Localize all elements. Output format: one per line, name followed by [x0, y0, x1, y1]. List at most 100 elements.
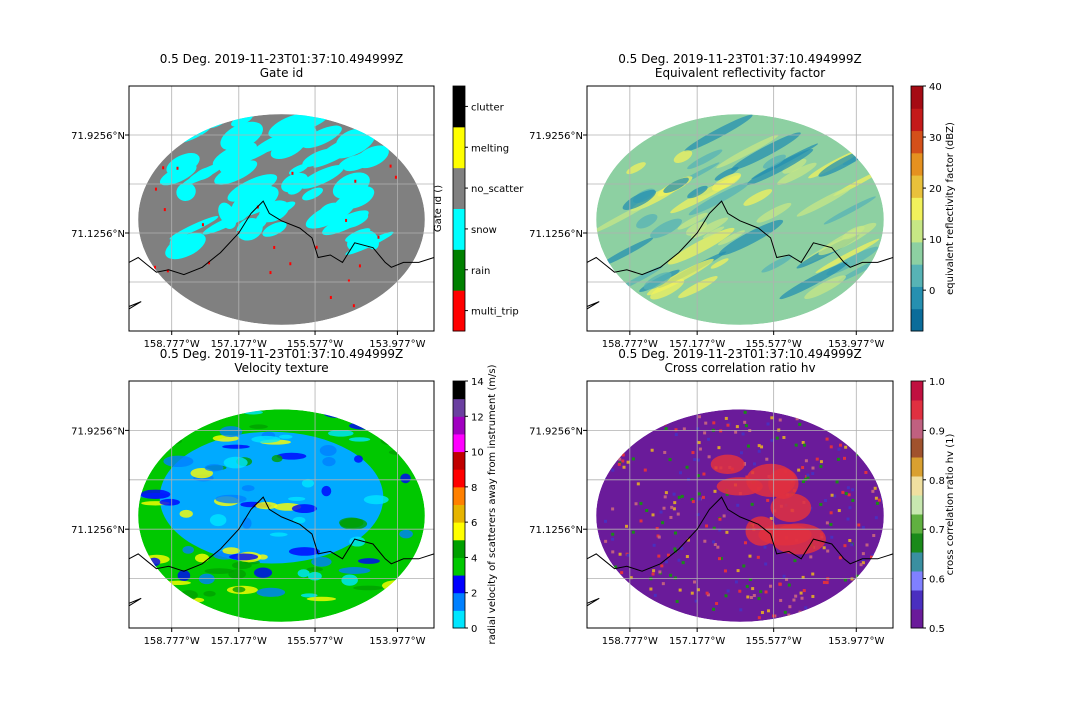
rhohv-pixel: [871, 489, 875, 493]
colorbar: 0.5 0.6 0.7 0.8 0.9 1.0 cross correlation rati…: [910, 377, 956, 635]
rhohv-pixel: [596, 545, 599, 549]
snow-region: [156, 114, 199, 135]
rhohv-pixel: [765, 457, 769, 461]
rhohv-pixel: [685, 392, 688, 395]
rhohv-pixel: [876, 597, 880, 601]
rhohv-pixel: [688, 403, 691, 406]
rhohv-pixel: [798, 610, 802, 614]
colorbar-segment: [911, 552, 923, 572]
rhohv-pixel: [671, 414, 675, 418]
rhohv-pixel: [877, 498, 881, 502]
colorbar-segment: [453, 486, 465, 505]
rhohv-high-region: [771, 523, 826, 555]
rhohv-pixel: [651, 513, 655, 517]
colorbar-label: cross correlation ratio hv (1): [945, 434, 956, 576]
rhohv-pixel: [837, 447, 841, 451]
texture-speckle: [328, 429, 354, 437]
rhohv-pixel: [663, 450, 667, 454]
rhohv-pixel: [673, 501, 677, 505]
reflectivity-band: [673, 150, 693, 164]
rhohv-pixel: [693, 458, 697, 462]
rhohv-pixel: [825, 581, 829, 585]
rhohv-pixel: [793, 559, 797, 563]
rhohv-pixel: [674, 433, 678, 437]
multi-trip-pixel: [237, 230, 240, 234]
rhohv-pixel: [712, 607, 716, 611]
x-tick-label: 157.177°W: [211, 339, 267, 350]
rhohv-pixel: [712, 421, 716, 425]
rhohv-pixel: [783, 392, 786, 395]
rhohv-pixel: [680, 547, 684, 551]
x-tick-label: 155.577°W: [746, 636, 802, 647]
rhohv-pixel: [804, 477, 808, 481]
reflectivity-band: [761, 255, 793, 273]
rhohv-pixel: [743, 420, 747, 424]
rhohv-pixel: [713, 542, 717, 546]
rhohv-pixel: [883, 620, 884, 622]
rhohv-pixel: [851, 498, 855, 502]
rhohv-pixel: [682, 427, 686, 431]
colorbar-segment: [911, 381, 923, 401]
rhohv-pixel: [631, 530, 635, 534]
x-tick-label: 153.977°W: [369, 339, 425, 350]
rhohv-pixel: [625, 524, 629, 528]
reflectivity-band: [622, 189, 656, 211]
rhohv-pixel: [837, 624, 840, 627]
texture-speckle: [311, 556, 332, 567]
colorbar: 0 2 4 6 8 10 12 14 radial velocity of scatterers…: [452, 364, 498, 645]
snow-region: [343, 149, 380, 172]
rhohv-high-region: [710, 454, 745, 474]
rhohv-pixel: [841, 597, 845, 601]
rhohv-pixel: [611, 550, 615, 554]
rhohv-pixel: [888, 543, 891, 546]
rhohv-pixel: [775, 436, 779, 440]
colorbar-tick-label: 1.0: [929, 377, 945, 388]
rhohv-pixel: [794, 443, 798, 447]
texture-speckle: [323, 409, 353, 419]
x-tick-label: 157.177°W: [211, 636, 267, 647]
rhohv-pixel: [718, 557, 722, 561]
rhohv-pixel: [736, 404, 739, 407]
rhohv-pixel: [597, 537, 601, 541]
chart-panel: 158.777°W 157.177°W 155.577°W 153.977°W 71.9…: [71, 52, 524, 350]
multi-trip-pixel: [401, 305, 404, 309]
rhohv-pixel: [774, 395, 777, 398]
snow-region: [244, 218, 267, 233]
texture-speckle: [399, 529, 413, 539]
x-tick-label: 157.177°W: [669, 339, 725, 350]
rhohv-pixel: [734, 389, 737, 392]
texture-speckle: [388, 449, 416, 456]
rhohv-pixel: [844, 492, 848, 496]
rhohv-pixel: [668, 397, 671, 400]
y-tick-label: 71.1256°N: [71, 229, 125, 240]
reflectivity-band: [711, 173, 742, 191]
rhohv-pixel: [797, 468, 801, 472]
rhohv-pixel: [763, 545, 767, 549]
rhohv-pixel: [637, 397, 640, 400]
rhohv-pixel: [622, 415, 626, 419]
rhohv-pixel: [801, 480, 805, 484]
colorbar-frame: [910, 380, 924, 629]
rhohv-pixel: [811, 472, 815, 476]
rhohv-pixel: [705, 591, 709, 595]
rhohv-pixel: [618, 552, 622, 556]
rhohv-pixel: [675, 599, 679, 603]
reflectivity-band: [762, 154, 786, 169]
colorbar-tick-label: no_scatter: [471, 184, 524, 195]
texture-speckle: [249, 424, 268, 429]
rhohv-pixel: [757, 444, 761, 448]
rhohv-pixel: [703, 539, 707, 543]
rhohv-pixel: [855, 421, 859, 425]
rhohv-pixel: [711, 540, 715, 544]
rhohv-pixel: [739, 387, 742, 390]
rhohv-pixel: [861, 610, 865, 614]
rhohv-pixel: [837, 509, 841, 513]
rhohv-pixel: [704, 421, 708, 425]
colorbar-tick-label: 20: [929, 184, 942, 195]
rhohv-pixel: [804, 606, 808, 610]
texture-speckle: [204, 568, 235, 574]
rhohv-pixel: [653, 593, 657, 597]
rhohv-pixel: [749, 595, 753, 599]
rhohv-pixel: [707, 437, 711, 441]
rhohv-pixel: [739, 608, 743, 612]
